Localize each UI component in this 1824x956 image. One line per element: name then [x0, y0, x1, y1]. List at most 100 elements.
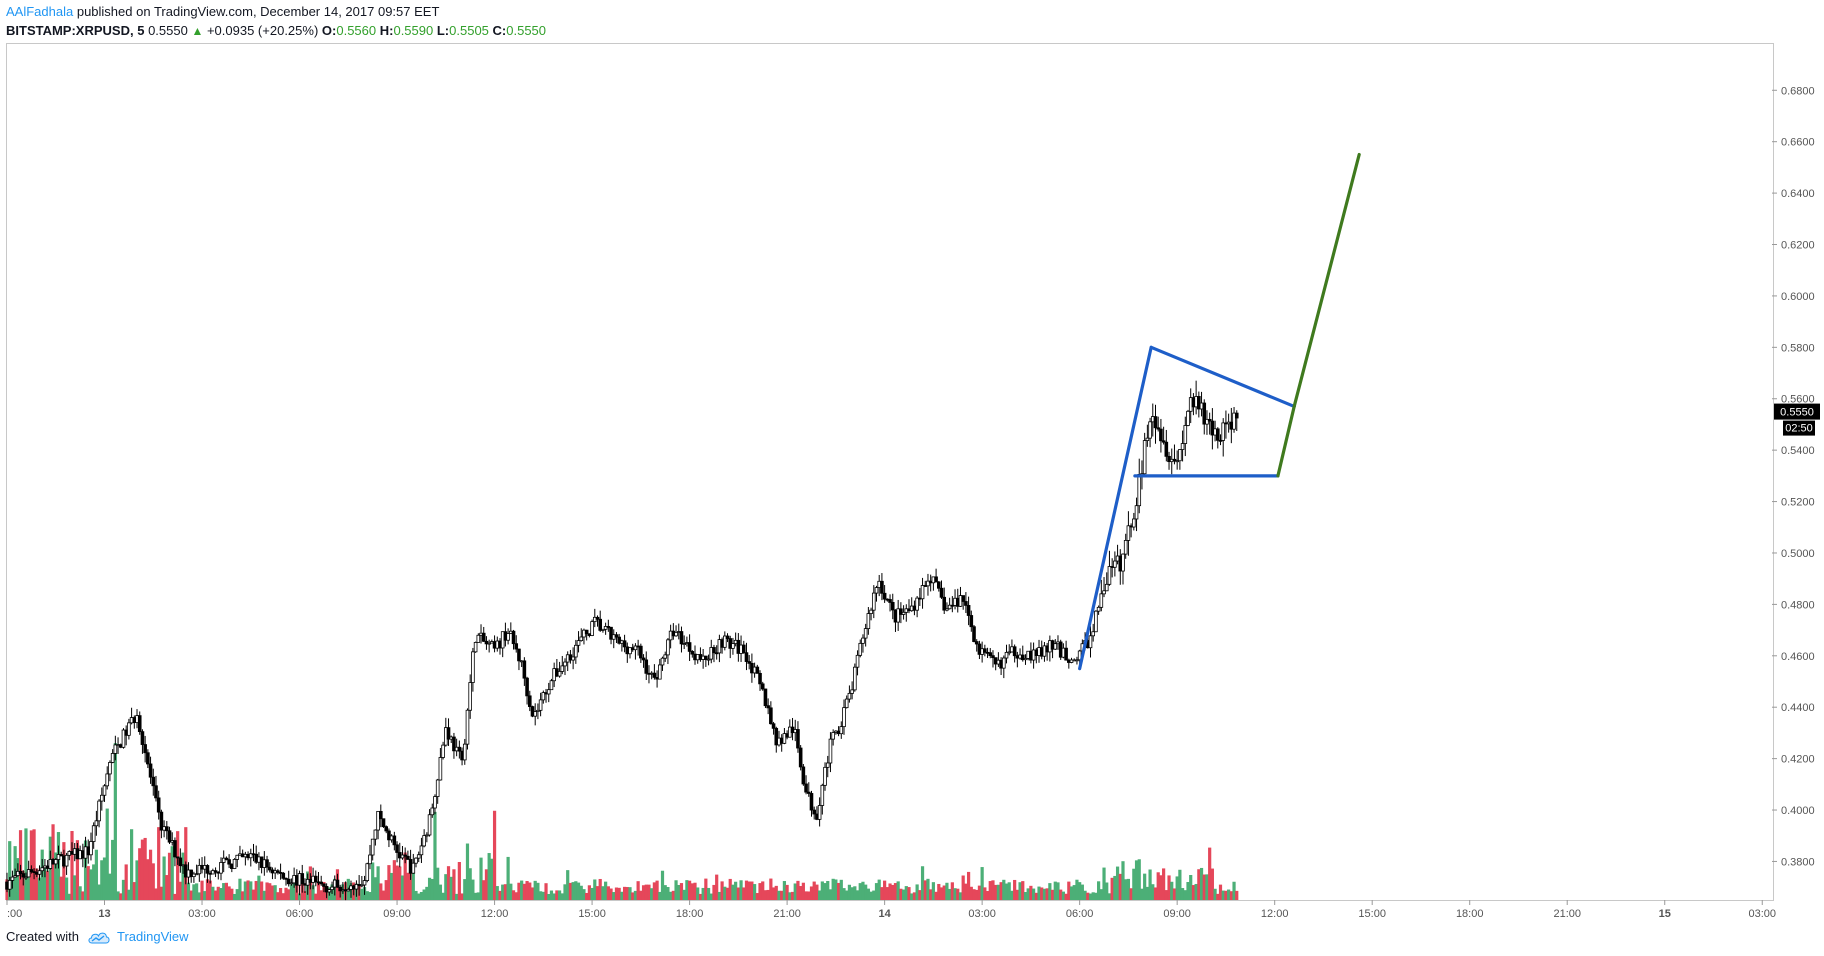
- volume-bar: [268, 883, 272, 900]
- candle: [381, 818, 386, 828]
- volume-bar: [251, 889, 256, 900]
- candle: [175, 856, 180, 865]
- candle: [1004, 644, 1009, 664]
- volume-bar: [1126, 878, 1131, 900]
- candle: [156, 790, 161, 820]
- candle: [273, 867, 277, 879]
- price-axis[interactable]: 0.3800 0.4000 0.4200 0.4400 0.4600 0.4800 0.50…: [1772, 85, 1815, 868]
- author-link[interactable]: AAlFadhala: [6, 4, 74, 19]
- candle: [679, 626, 684, 653]
- volume-bar: [958, 892, 963, 900]
- volume-bar: [739, 880, 743, 900]
- candle: [276, 869, 280, 875]
- pattern-lines[interactable]: [1078, 152, 1361, 671]
- candle: [235, 854, 240, 868]
- target-leg-line[interactable]: [1292, 152, 1361, 409]
- candle: [663, 651, 668, 662]
- volume-bar: [75, 840, 80, 900]
- candle: [538, 692, 543, 717]
- candle: [1210, 408, 1215, 450]
- candle: [362, 875, 367, 895]
- volume-bar: [761, 881, 765, 900]
- time-tick-label: 12:00: [481, 908, 509, 920]
- candle: [1175, 450, 1179, 470]
- volume-bar: [774, 885, 778, 900]
- candle: [796, 721, 800, 753]
- candle: [219, 857, 223, 881]
- candle: [137, 711, 142, 735]
- candle: [422, 829, 426, 848]
- candle: [121, 728, 126, 749]
- volume-bar: [70, 830, 74, 900]
- price-tick-label: 0.5000: [1781, 548, 1815, 560]
- volume-bar: [192, 884, 196, 900]
- volume-bar: [709, 893, 713, 900]
- candle: [1075, 656, 1079, 665]
- candle: [1137, 458, 1142, 514]
- time-tick-label: 13: [98, 908, 110, 920]
- volume-bar: [197, 892, 201, 900]
- volume-bar: [1216, 893, 1220, 900]
- volume-bar: [1110, 877, 1114, 900]
- volume-bar: [812, 881, 816, 900]
- volume-bar: [590, 887, 594, 900]
- candle: [370, 838, 375, 861]
- candle: [760, 681, 765, 691]
- candle: [110, 749, 115, 764]
- volume-bar: [1143, 873, 1147, 900]
- candle: [360, 876, 364, 888]
- volume-bar: [455, 893, 459, 900]
- candle: [265, 855, 269, 873]
- candle: [614, 632, 619, 643]
- volume-bar: [644, 884, 648, 900]
- volume-bar: [826, 880, 830, 900]
- volume-bar: [127, 889, 131, 900]
- volume-bar: [929, 889, 933, 900]
- time-tick-label: 15:00: [578, 908, 606, 920]
- time-tick-label: 06:00: [286, 908, 314, 920]
- volume-bar: [612, 892, 616, 900]
- candle: [1202, 399, 1207, 435]
- volume-bar: [1189, 874, 1193, 900]
- volume-bar: [704, 878, 708, 900]
- volume-bar: [297, 893, 302, 900]
- volume-bar: [983, 887, 987, 900]
- volume-bar: [503, 884, 508, 900]
- volume-bar: [1059, 889, 1063, 900]
- candle: [91, 822, 96, 849]
- volume-bar: [1172, 888, 1177, 900]
- time-tick-label: 12:00: [1261, 908, 1289, 920]
- volume-bar: [1056, 882, 1060, 900]
- volume-bar: [195, 883, 199, 900]
- candle: [717, 634, 722, 663]
- volume-bar: [771, 887, 776, 900]
- volume-bar: [1094, 892, 1098, 900]
- candle: [658, 658, 662, 680]
- volume-bar: [769, 878, 773, 900]
- volume-bar: [736, 887, 740, 900]
- breakout-leg-line[interactable]: [1276, 404, 1296, 478]
- flag-pole-line[interactable]: [1078, 345, 1153, 671]
- volume-bar: [452, 869, 456, 900]
- volume-bar: [790, 891, 795, 900]
- volume-bar: [1235, 890, 1239, 900]
- volume-bar: [86, 866, 90, 900]
- price-tick-label: 0.4200: [1781, 754, 1815, 766]
- candle: [769, 701, 773, 725]
- candle: [319, 875, 324, 886]
- volume-bar: [232, 893, 237, 900]
- candle: [706, 654, 711, 666]
- candle: [1169, 448, 1174, 475]
- volume-bar: [731, 884, 735, 900]
- volume-bar: [1002, 879, 1006, 900]
- time-axis[interactable]: :00 13 03:00 06:00 09:00 12:00 15:00 18:00 21:00…: [6, 900, 1776, 920]
- tradingview-link[interactable]: TradingView: [87, 929, 189, 944]
- volume-bar: [1113, 875, 1117, 900]
- flag-upper-line[interactable]: [1149, 345, 1296, 409]
- candle: [197, 858, 202, 882]
- volume-bar: [625, 887, 629, 900]
- candle: [628, 647, 632, 659]
- volume-bar: [836, 882, 841, 900]
- volume-bar: [205, 879, 210, 900]
